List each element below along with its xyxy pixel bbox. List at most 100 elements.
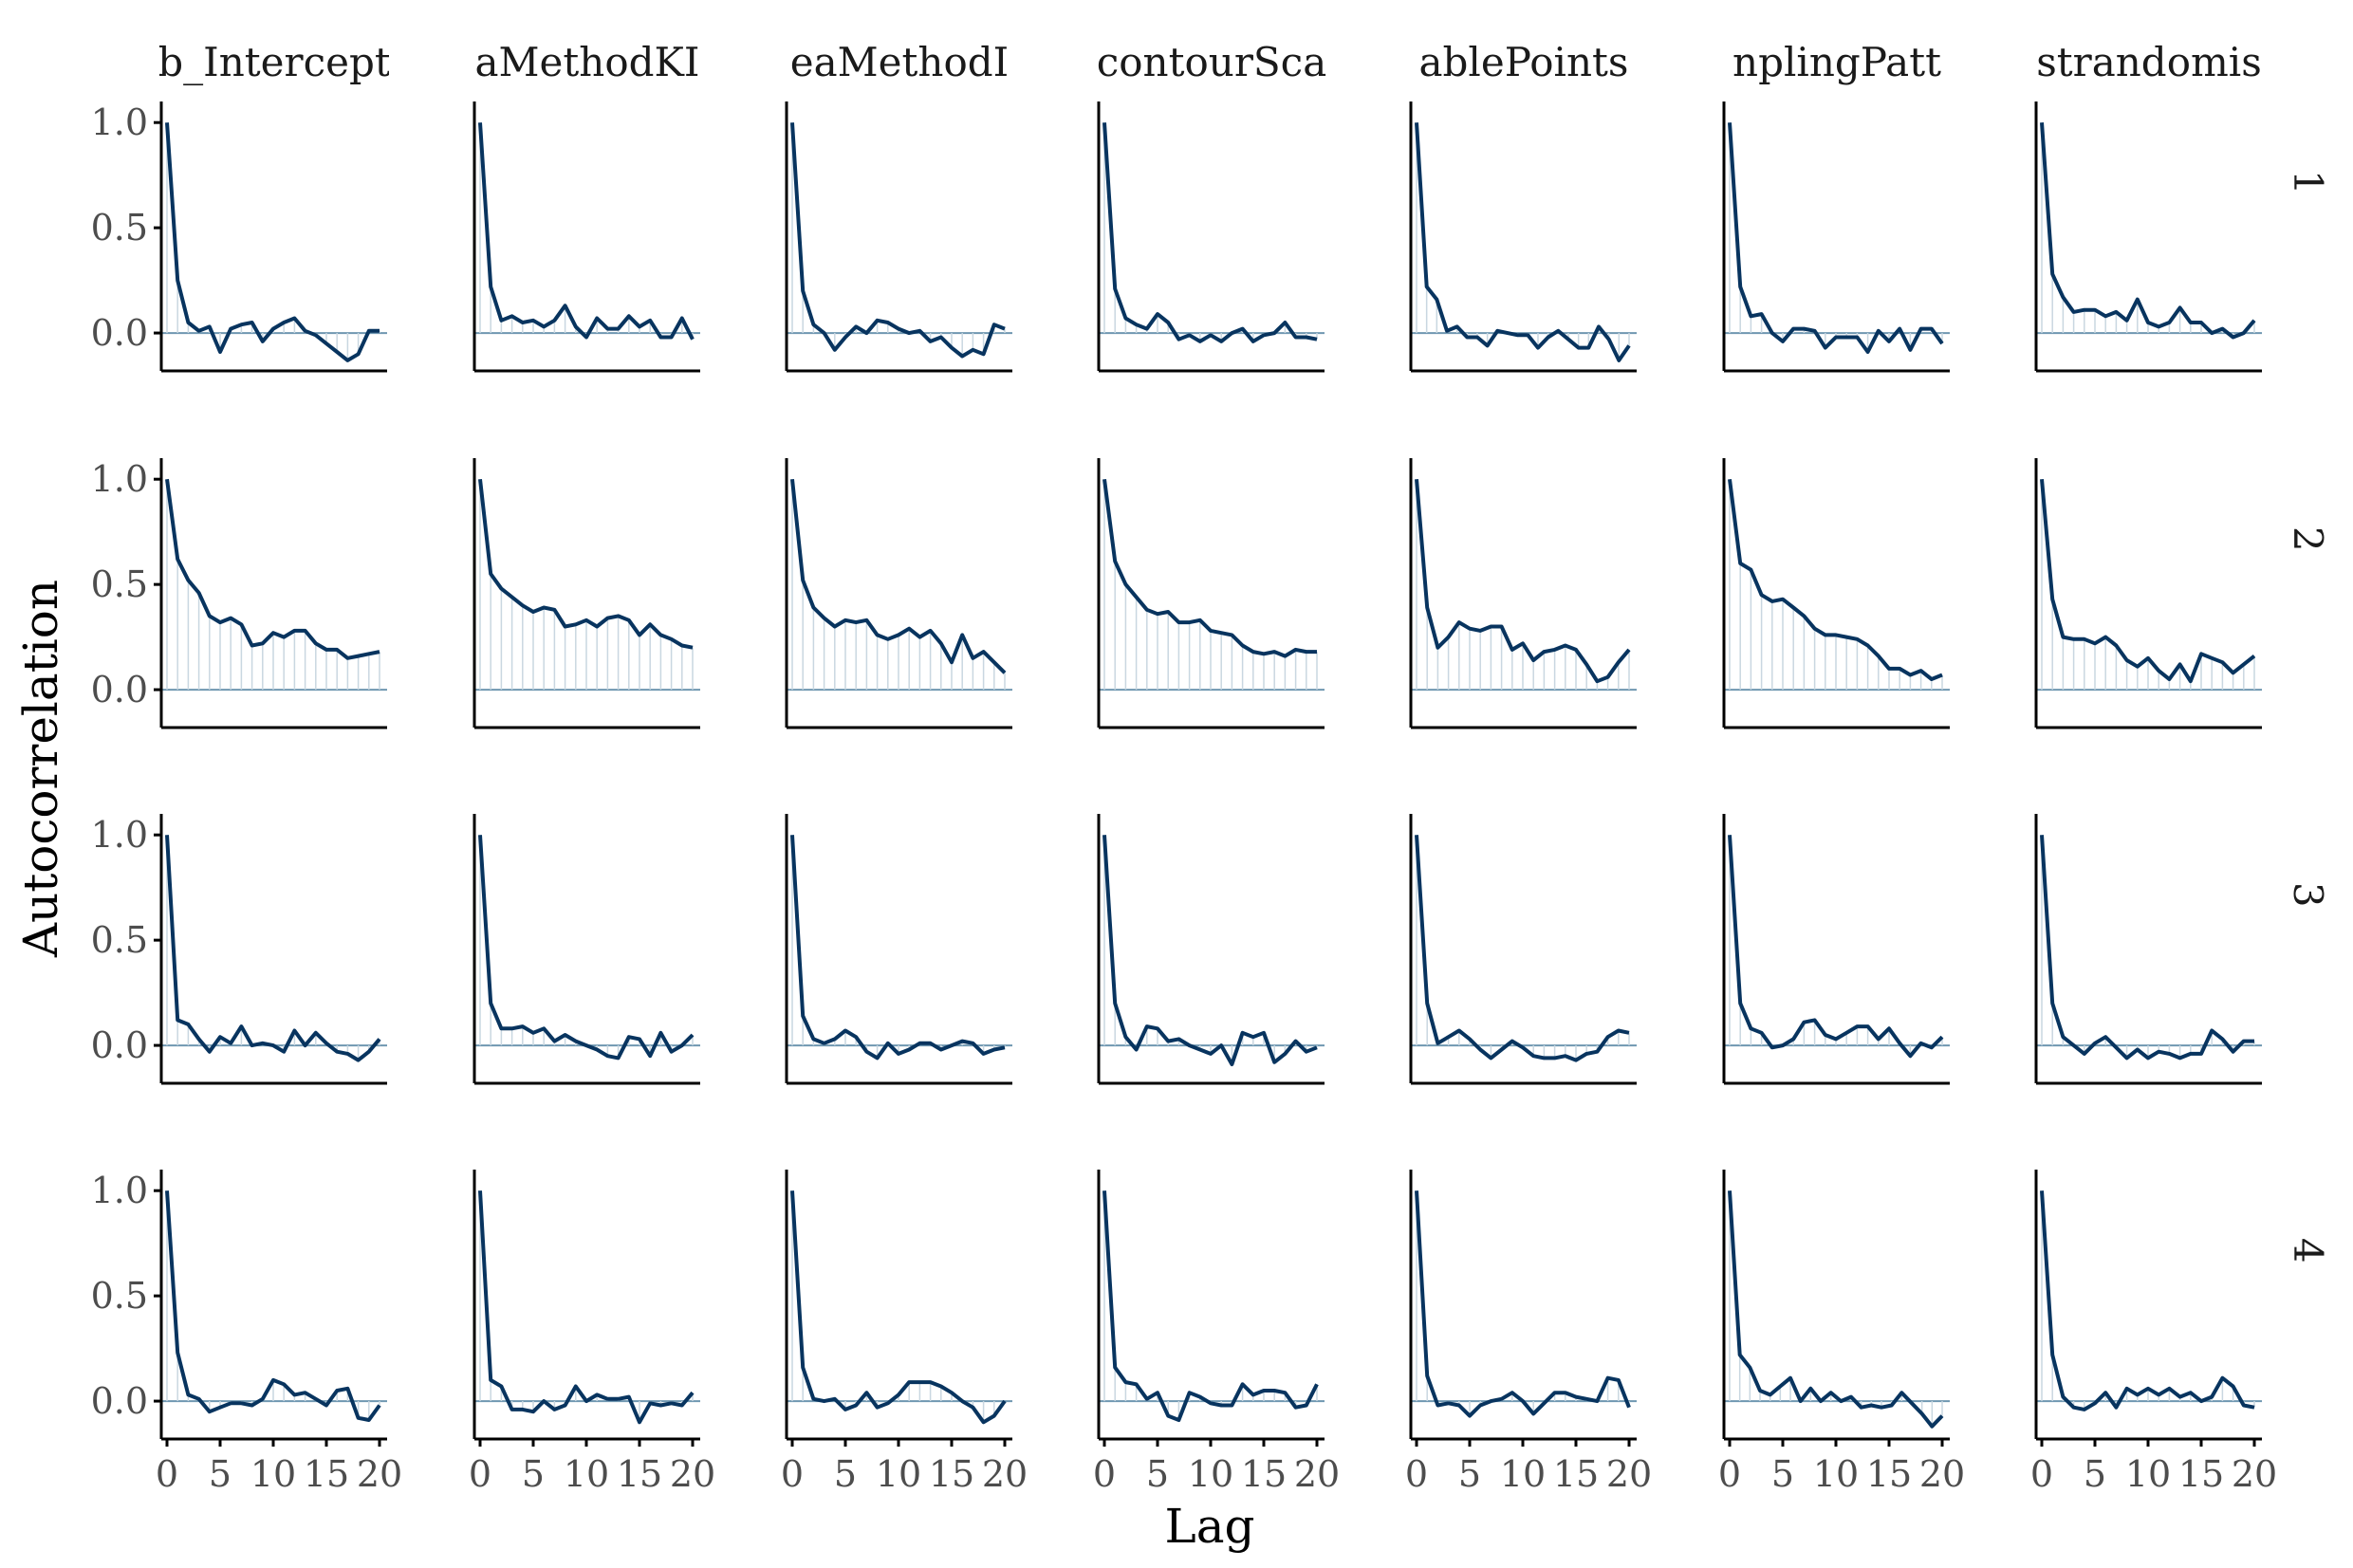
acf-series-line (1728, 835, 1944, 1059)
y-tick-label: 0.5 (91, 207, 148, 249)
panel-r3-c6 (1722, 814, 1950, 1085)
acf-series-line (1102, 122, 1318, 343)
x-tick-label: 20 (982, 1453, 1028, 1495)
acf-series-line (790, 478, 1007, 674)
y-tick-label: 0.0 (91, 1380, 148, 1422)
panel-r1-c7: strandomis (2034, 39, 2262, 373)
acf-series-line (1102, 1190, 1319, 1422)
acf-series-line (2040, 122, 2256, 340)
panel-r3-c1: 0.0 0.5 1.0 (91, 814, 387, 1085)
y-tick-label: 1.0 (91, 458, 148, 500)
x-tick-label: 15 (929, 1453, 974, 1495)
x-tick-label: 5 (2084, 1453, 2106, 1495)
x-tick-label: 0 (156, 1453, 178, 1495)
panel-r4-c2: 0 5 10 15 20 (469, 1170, 715, 1495)
y-tick-label: 1.0 (91, 814, 148, 856)
x-tick-label: 20 (1919, 1453, 1965, 1495)
acf-series-line (1415, 122, 1631, 362)
acf-series-line (165, 1190, 381, 1422)
acf-series-line (1415, 835, 1630, 1062)
y-tick-label: 0.0 (91, 312, 148, 354)
x-tick-label: 20 (1294, 1453, 1340, 1495)
x-tick-label: 15 (1553, 1453, 1599, 1495)
panel-r1-c6: nplingPatt (1722, 39, 1950, 373)
x-tick-label: 20 (357, 1453, 402, 1495)
acf-series-line (1415, 479, 1631, 684)
acf-series-line (2040, 1190, 2255, 1411)
column-title: nplingPatt (1732, 39, 1941, 85)
column-title: contourSca (1097, 39, 1326, 85)
panel-r2-c7 (2034, 458, 2262, 729)
panel-r4-c7: 0 5 10 15 20 (2030, 1170, 2277, 1495)
acf-series-line (1728, 122, 1944, 354)
column-title: ablePoints (1419, 39, 1629, 85)
x-tick-label: 20 (1606, 1453, 1652, 1495)
x-tick-label: 10 (2125, 1453, 2171, 1495)
x-tick-label: 15 (617, 1453, 662, 1495)
acf-series-line (1728, 1190, 1944, 1429)
x-tick-label: 10 (250, 1453, 296, 1495)
column-title: b_Intercept (157, 39, 391, 85)
acf-series-line (1102, 478, 1317, 658)
panel-r4-c6: 0 5 10 15 20 (1718, 1170, 1965, 1495)
x-tick-label: 5 (209, 1453, 232, 1495)
row-title: 3 (2285, 882, 2331, 908)
panel-r3-c3 (785, 814, 1012, 1085)
row-title: 2 (2285, 526, 2331, 552)
acf-series-line (1102, 835, 1318, 1066)
x-tick-label: 0 (1093, 1453, 1116, 1495)
panel-r1-c2: aMethodKI (472, 39, 700, 373)
y-tick-label: 1.0 (91, 1170, 148, 1211)
acf-series-line (790, 835, 1006, 1061)
x-tick-label: 20 (670, 1453, 715, 1495)
acf-series-line (790, 1190, 1007, 1425)
y-tick-label: 0.0 (91, 669, 148, 710)
panel-r3-c5 (1409, 814, 1637, 1085)
acf-series-line (478, 122, 695, 341)
x-tick-label: 0 (2030, 1453, 2053, 1495)
acf-series-line (165, 478, 380, 660)
x-tick-label: 0 (1405, 1453, 1428, 1495)
x-tick-label: 10 (1500, 1453, 1546, 1495)
panel-r3-c2 (472, 814, 700, 1085)
acf-series-line (478, 478, 694, 650)
acf-series-line (2040, 835, 2254, 1061)
y-tick-label: 0.5 (91, 563, 148, 605)
x-tick-label: 15 (304, 1453, 349, 1495)
column-title: eaMethodI (790, 39, 1009, 85)
x-tick-label: 5 (522, 1453, 545, 1495)
y-tick-label: 1.0 (91, 101, 148, 143)
x-tick-label: 5 (1771, 1453, 1794, 1495)
acf-series-line (478, 835, 695, 1061)
panel-r2-c2 (472, 458, 700, 729)
panel-r4-c5: 0 5 10 15 20 (1405, 1170, 1652, 1495)
y-axis-title: Autocorrelation (13, 580, 68, 958)
y-tick-label: 0.5 (91, 1275, 148, 1317)
x-tick-label: 10 (564, 1453, 609, 1495)
acf-series-line (790, 122, 1006, 359)
row-title: 4 (2285, 1238, 2331, 1264)
column-title: aMethodKI (475, 39, 700, 85)
x-tick-label: 10 (1188, 1453, 1233, 1495)
panel-r2-c4 (1097, 458, 1325, 729)
x-tick-label: 15 (1241, 1453, 1287, 1495)
panel-r3-c7 (2034, 814, 2262, 1085)
x-tick-label: 5 (834, 1453, 857, 1495)
panel-r4-c1: 0.0 0.5 1.0 0 5 10 15 20 (91, 1170, 402, 1495)
x-tick-label: 15 (2178, 1453, 2224, 1495)
panel-r1-c5: ablePoints (1409, 39, 1637, 373)
panel-r4-c3: 0 5 10 15 20 (781, 1170, 1028, 1495)
panel-r2-c1: 0.0 0.5 1.0 (91, 458, 387, 729)
x-tick-label: 20 (2232, 1453, 2277, 1495)
panel-r1-c4: contourSca (1097, 39, 1326, 373)
column-title: strandomis (2036, 39, 2262, 85)
panel-r1-c3: eaMethodI (785, 39, 1012, 373)
x-tick-label: 10 (1813, 1453, 1859, 1495)
row-title: 1 (2285, 170, 2331, 195)
x-tick-label: 5 (1458, 1453, 1481, 1495)
x-tick-label: 10 (876, 1453, 921, 1495)
acf-series-line (1415, 1190, 1631, 1418)
x-axis-title: Lag (1164, 1499, 1254, 1554)
y-tick-label: 0.0 (91, 1024, 148, 1066)
